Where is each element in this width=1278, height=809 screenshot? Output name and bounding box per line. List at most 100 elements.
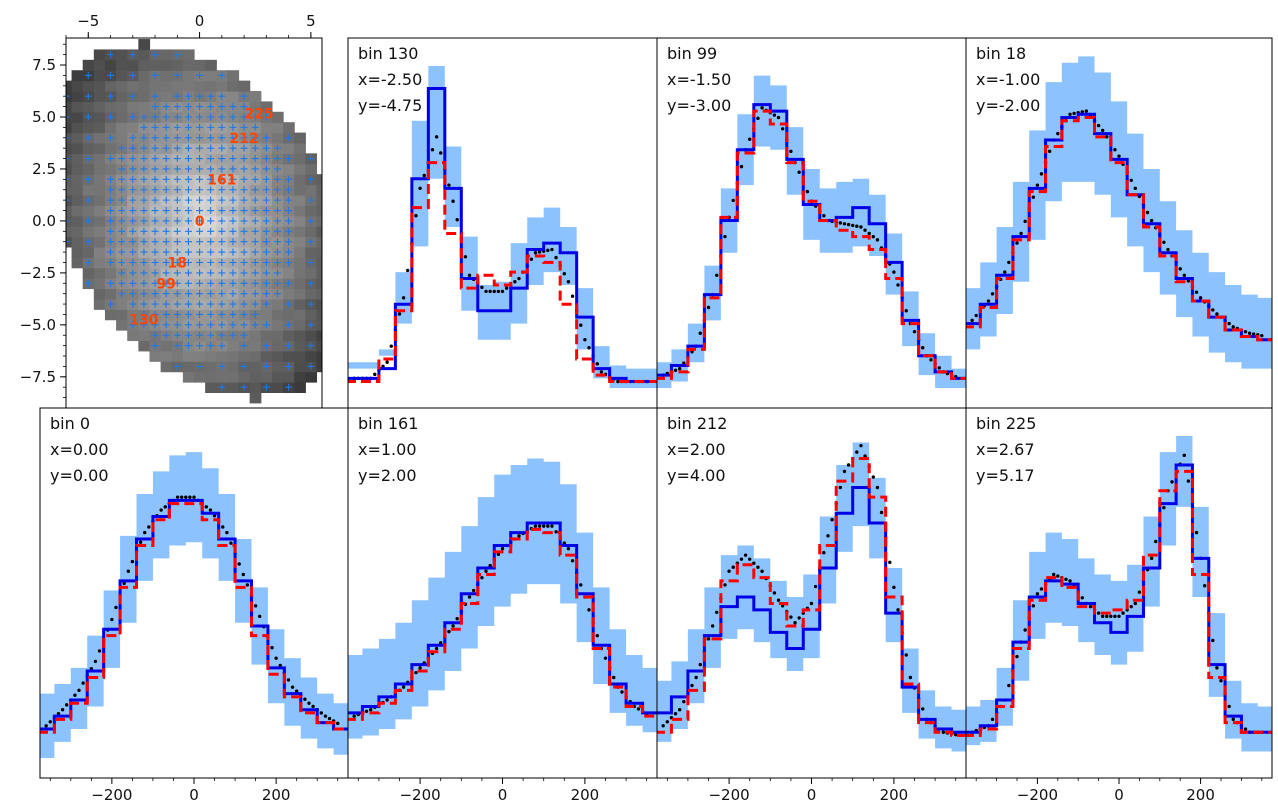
truth-point <box>77 688 81 693</box>
map-cell <box>182 70 195 82</box>
map-cell <box>216 350 228 362</box>
truth-point <box>1149 556 1154 561</box>
bin-marker <box>262 321 270 329</box>
bin-marker <box>184 144 192 152</box>
map-xtick-label: −5 <box>77 12 99 30</box>
bin-marker <box>107 71 115 79</box>
bin-marker <box>140 300 148 308</box>
truth-point <box>1231 325 1235 329</box>
truth-point <box>1023 628 1027 632</box>
bin-marker <box>218 248 226 256</box>
bin-marker <box>229 103 237 111</box>
truth-point <box>842 469 847 474</box>
bin-marker <box>140 227 148 235</box>
bin-marker <box>107 279 115 287</box>
map-cell <box>294 361 306 373</box>
bin-marker <box>229 248 237 256</box>
truth-point <box>1149 218 1154 223</box>
bin-marker <box>251 269 259 277</box>
bin-marker <box>107 51 115 59</box>
bin-marker <box>129 290 137 298</box>
bin-marker <box>330 321 337 328</box>
map-cell <box>116 122 128 134</box>
bin-marker <box>173 123 181 131</box>
bin-marker <box>229 196 237 204</box>
bin-marker <box>307 321 315 329</box>
truth-point <box>1260 333 1264 338</box>
map-cell <box>294 382 306 394</box>
truth-point <box>1056 574 1060 578</box>
bin-marker <box>184 321 192 329</box>
bin-marker <box>330 301 337 308</box>
bin-marker <box>262 279 270 287</box>
alt-model-series <box>657 109 966 380</box>
bin-marker <box>184 186 192 194</box>
bin-marker <box>229 227 237 235</box>
alt-model-series <box>348 527 657 721</box>
truth-point <box>447 629 451 634</box>
bin-marker <box>184 300 192 308</box>
panel-annotation-bin: bin 161 <box>358 414 418 433</box>
truth-point <box>805 189 810 194</box>
bin-marker <box>240 258 248 266</box>
map-cell <box>294 215 306 227</box>
truth-point <box>1015 654 1019 659</box>
bin-marker <box>162 258 170 266</box>
bin-marker <box>129 51 137 59</box>
truth-point <box>739 557 744 561</box>
map-cell <box>305 288 318 300</box>
map-cell <box>316 309 322 321</box>
bin-marker <box>140 165 148 173</box>
bin-marker <box>229 238 237 246</box>
alt-model-series <box>40 502 348 734</box>
bin-marker <box>129 227 137 235</box>
map-cell <box>316 288 322 300</box>
map-ytick-label: 7.5 <box>32 56 56 74</box>
truth-point <box>830 518 834 522</box>
truth-point <box>698 331 702 335</box>
map-cell <box>82 101 95 113</box>
map-cell <box>294 298 306 310</box>
truth-point <box>1068 579 1072 583</box>
truth-point <box>661 724 665 728</box>
truth-point <box>401 685 406 689</box>
map-cell <box>238 350 251 362</box>
bin-marker <box>285 342 293 350</box>
truth-point <box>1019 231 1023 236</box>
plot-area <box>966 56 1272 369</box>
bin-marker <box>173 103 181 111</box>
truth-point <box>1231 717 1235 722</box>
truth-point <box>793 621 797 625</box>
truth-point <box>451 199 455 203</box>
truth-point <box>570 294 575 298</box>
truth-point <box>937 366 941 370</box>
spectrum-panel: bin 0 x=0.00 y=0.00 −200 0 200 <box>39 407 349 804</box>
map-cell <box>116 70 128 82</box>
bin-marker <box>173 362 181 370</box>
bin-marker <box>240 155 248 163</box>
map-cell <box>160 70 173 82</box>
truth-point <box>221 525 225 529</box>
truth-point <box>225 530 229 535</box>
truth-point <box>447 183 451 187</box>
bin-marker <box>262 196 270 204</box>
truth-point <box>1100 128 1105 133</box>
truth-point <box>1198 296 1203 300</box>
truth-point <box>710 624 715 628</box>
bin-marker <box>218 155 226 163</box>
truth-point <box>455 218 459 222</box>
map-cell <box>328 299 340 310</box>
bin-marker <box>262 362 270 370</box>
bin-marker <box>129 269 137 277</box>
bin-marker <box>251 310 259 318</box>
truth-point <box>488 289 492 294</box>
map-cell <box>328 247 340 258</box>
map-cell <box>138 70 151 82</box>
map-cell <box>316 267 322 279</box>
map-cell <box>149 80 162 92</box>
bin-marker <box>140 279 148 287</box>
plot-area <box>40 452 348 758</box>
map-cell <box>82 59 95 71</box>
bin-marker <box>162 300 170 308</box>
bin-marker <box>84 238 92 246</box>
